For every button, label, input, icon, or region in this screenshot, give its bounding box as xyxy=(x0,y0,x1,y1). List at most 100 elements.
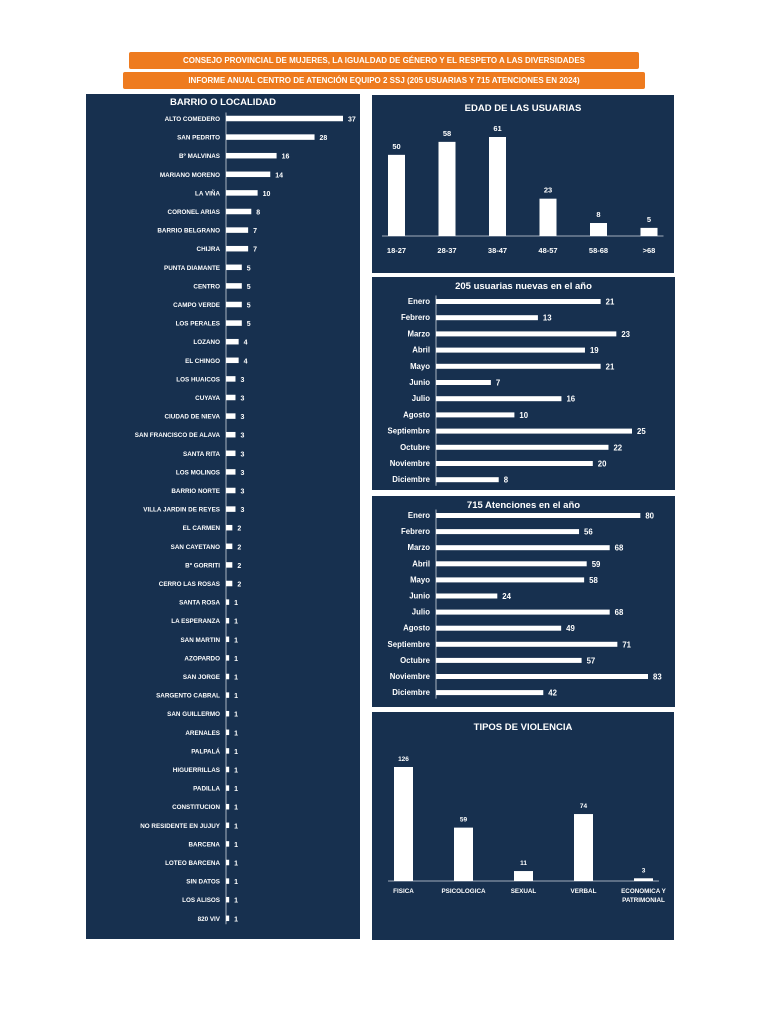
age-bar xyxy=(388,154,405,236)
age-chart-title: EDAD DE LAS USUARIAS xyxy=(464,103,582,114)
barrio-value-label: 2 xyxy=(237,563,241,570)
barrio-bar xyxy=(226,673,230,680)
age-bar xyxy=(438,141,456,236)
barrio-category-label: LOZANO xyxy=(193,339,220,346)
attentions-category-label: Diciembre xyxy=(392,688,430,697)
attentions-value-label: 83 xyxy=(653,673,662,682)
barrio-bar xyxy=(226,115,343,122)
age-value-label: 5 xyxy=(647,215,651,224)
barrio-category-label: ARENALES xyxy=(185,730,220,737)
barrio-category-label: BARRIO BELGRANO xyxy=(157,228,220,235)
barrio-bar xyxy=(226,803,230,810)
age-category-label: >68 xyxy=(643,246,656,255)
barrio-value-label: 5 xyxy=(247,284,251,291)
new-users-chart: Enero 21 Febrero 13 Marzo 23 Abril 19 Mayo 21 Juni… xyxy=(388,295,646,486)
barrio-value-label: 1 xyxy=(234,768,238,775)
attentions-category-label: Mayo xyxy=(410,575,430,584)
barrio-category-label: LA VIÑA xyxy=(195,188,220,197)
barrio-bar xyxy=(226,617,230,624)
barrio-category-label: CUYAYA xyxy=(195,395,220,402)
attentions-value-label: 56 xyxy=(584,528,593,537)
users-bar xyxy=(436,363,601,369)
barrio-value-label: 1 xyxy=(234,916,238,923)
users-category-label: Abril xyxy=(412,346,430,355)
barrio-value-label: 5 xyxy=(247,265,251,272)
attentions-value-label: 71 xyxy=(622,640,631,649)
barrio-value-label: 1 xyxy=(234,786,238,793)
barrio-category-label: PUNTA DIAMANTE xyxy=(164,265,220,272)
report-banner-title: CONSEJO PROVINCIAL DE MUJERES, LA IGUALD… xyxy=(129,52,639,69)
barrio-category-label: NO RESIDENTE EN JUJUY xyxy=(140,823,221,830)
violence-bar xyxy=(394,767,413,881)
attentions-bar xyxy=(436,513,641,518)
barrio-value-label: 1 xyxy=(234,656,238,663)
barrio-value-label: 5 xyxy=(247,321,251,328)
barrio-bar xyxy=(226,655,230,661)
barrio-value-label: 3 xyxy=(240,470,244,477)
users-value-label: 16 xyxy=(566,395,575,404)
attentions-bar xyxy=(436,609,610,615)
barrio-value-label: 37 xyxy=(348,117,356,124)
barrio-value-label: 1 xyxy=(234,675,238,682)
barrio-bar xyxy=(226,208,252,215)
attentions-category-label: Julio xyxy=(412,608,430,617)
age-category-label: 48-57 xyxy=(538,246,557,255)
users-bar xyxy=(436,461,593,466)
users-category-label: Mayo xyxy=(410,362,430,371)
barrio-bar xyxy=(226,190,258,196)
users-bar xyxy=(436,347,585,353)
users-value-label: 7 xyxy=(496,379,500,388)
age-category-label: 38-47 xyxy=(488,246,507,255)
barrio-value-label: 16 xyxy=(282,154,290,161)
barrio-category-label: PADILLA xyxy=(193,786,220,793)
attentions-value-label: 59 xyxy=(592,560,601,569)
barrio-bar xyxy=(226,487,236,494)
barrio-value-label: 4 xyxy=(244,358,248,365)
barrio-bar xyxy=(226,859,230,866)
users-category-label: Noviembre xyxy=(390,459,431,468)
barrio-category-label: ALTO COMEDERO xyxy=(165,116,220,123)
barrio-bar xyxy=(226,636,230,643)
barrio-value-label: 3 xyxy=(240,489,244,496)
age-chart-panel: EDAD DE LAS USUARIAS 50 18-27 58 28-37 61 38-… xyxy=(372,95,674,273)
users-value-label: 22 xyxy=(613,443,622,452)
attentions-value-label: 68 xyxy=(615,544,624,553)
attentions-value-label: 24 xyxy=(502,592,511,601)
attentions-category-label: Marzo xyxy=(407,543,430,552)
barrio-value-label: 1 xyxy=(234,861,238,868)
barrio-category-label: CONSTITUCION xyxy=(172,804,220,811)
barrio-value-label: 2 xyxy=(237,582,241,589)
violence-category-label: VERBAL xyxy=(571,888,597,895)
barrio-bar xyxy=(226,543,233,550)
attentions-category-label: Noviembre xyxy=(390,672,431,681)
attentions-bar xyxy=(436,625,562,631)
users-bar xyxy=(436,380,491,385)
barrio-bar xyxy=(226,506,236,512)
attentions-category-label: Octubre xyxy=(400,656,431,665)
barrio-chart-title: BARRIO O LOCALIDAD xyxy=(169,97,277,108)
users-category-label: Julio xyxy=(412,394,430,403)
barrio-category-label: LA ESPERANZA xyxy=(171,618,220,625)
violence-value-label: 74 xyxy=(580,803,588,810)
violence-bar xyxy=(574,814,593,881)
users-value-label: 23 xyxy=(621,330,630,339)
barrio-bar xyxy=(226,580,233,587)
barrio-category-label: CAMPO VERDE xyxy=(173,302,220,309)
barrio-bar xyxy=(226,524,233,531)
attentions-value-label: 57 xyxy=(587,656,596,665)
violence-bar xyxy=(454,827,473,881)
barrio-value-label: 3 xyxy=(240,433,244,440)
violence-value-label: 11 xyxy=(520,860,527,867)
violence-value-label: 59 xyxy=(460,817,468,824)
barrio-category-label: SIN DATOS xyxy=(186,879,220,886)
barrio-value-label: 3 xyxy=(240,377,244,384)
new-users-chart-title: 205 usuarias nuevas en el año xyxy=(455,281,592,292)
barrio-value-label: 10 xyxy=(263,191,271,198)
age-value-label: 8 xyxy=(596,210,600,219)
attentions-bar xyxy=(436,657,582,663)
barrio-value-label: 1 xyxy=(234,637,238,644)
attentions-category-label: Junio xyxy=(409,592,430,601)
violence-chart-title: TIPOS DE VIOLENCIA xyxy=(473,722,573,733)
barrio-bar xyxy=(226,562,233,568)
attentions-chart: Enero 80 Febrero 56 Marzo 68 Abril 59 Mayo 58 Juni… xyxy=(388,509,662,699)
